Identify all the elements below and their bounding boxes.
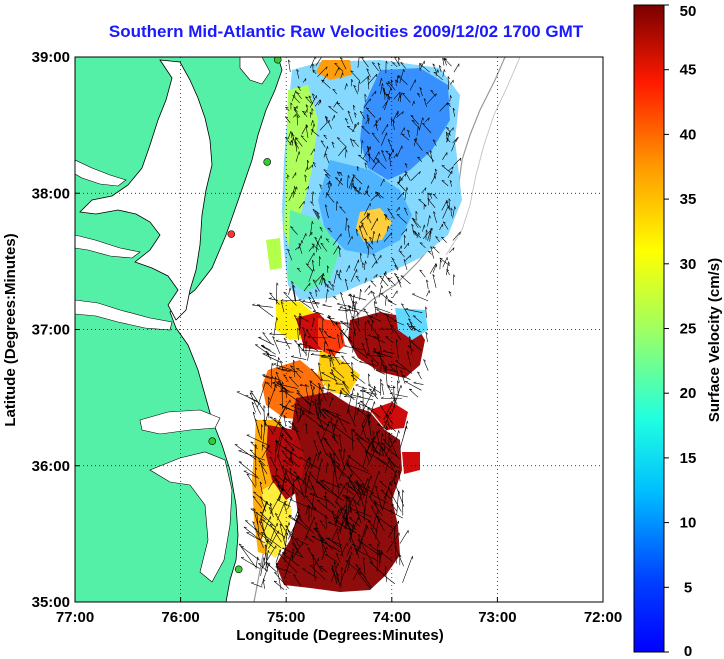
- stations-layer: [208, 57, 282, 574]
- lat-tick-label: 37:00: [32, 322, 70, 339]
- lon-tick-label: 77:00: [56, 609, 94, 626]
- colorbar: [633, 4, 665, 653]
- lon-tick-label: 72:00: [584, 609, 622, 626]
- colorbar-tick-label: 45: [680, 62, 697, 79]
- james-river: [75, 299, 173, 331]
- longitude-ticks: 77:00 76:00 75:00 74:00 73:00 72:00: [56, 597, 622, 626]
- colorbar-tick-label: 35: [680, 191, 697, 208]
- map-title: Southern Mid-Atlantic Raw Velocities 200…: [108, 22, 584, 41]
- latitude-ticks: 39:00 38:00 37:00 36:00 35:00: [32, 49, 80, 611]
- colorbar-tick-label: 25: [680, 321, 697, 338]
- albemarle-sound: [139, 409, 221, 435]
- grid: [75, 57, 603, 602]
- y-axis-label: Latitude (Degrees:Minutes): [2, 233, 19, 426]
- lon-tick-label: 75:00: [267, 609, 305, 626]
- rappahannock-river: [75, 234, 141, 259]
- colorbar-tick-label: 0: [684, 643, 692, 659]
- lon-tick-label: 76:00: [161, 609, 199, 626]
- colorbar-tick-label: 40: [680, 126, 697, 143]
- colorbar-tick-label: 50: [680, 3, 697, 20]
- station-marker: [208, 437, 217, 446]
- lon-tick-label: 74:00: [373, 609, 411, 626]
- potomac-river: [75, 159, 127, 187]
- station-marker: [263, 158, 271, 166]
- x-axis-label: Longitude (Degrees:Minutes): [236, 627, 444, 644]
- colorbar-tick-label: 20: [680, 385, 697, 402]
- station-marker: [227, 230, 236, 238]
- bathymetry-contour-inner: [445, 57, 521, 256]
- lat-tick-label: 38:00: [32, 185, 70, 202]
- colorbar-tick-label: 10: [680, 515, 697, 532]
- pamlico-sound: [149, 451, 233, 583]
- lon-tick-label: 73:00: [478, 609, 516, 626]
- station-marker: [273, 57, 282, 64]
- colorbar-label: Surface Velocity (cm/s): [706, 258, 723, 422]
- station-marker: [234, 565, 243, 574]
- colorbar-ticks: 0 5 10 15 20 25 30 35 40 45 50: [664, 3, 696, 659]
- colorbar-tick-label: 15: [680, 450, 697, 467]
- colorbar-tick-label: 5: [684, 579, 692, 596]
- lat-tick-label: 36:00: [32, 458, 70, 475]
- lat-tick-label: 35:00: [32, 594, 70, 611]
- chesapeake-bay: [79, 59, 213, 321]
- lat-tick-label: 39:00: [32, 49, 70, 66]
- delaware-bay: [239, 57, 271, 85]
- colorbar-tick-label: 30: [680, 256, 697, 273]
